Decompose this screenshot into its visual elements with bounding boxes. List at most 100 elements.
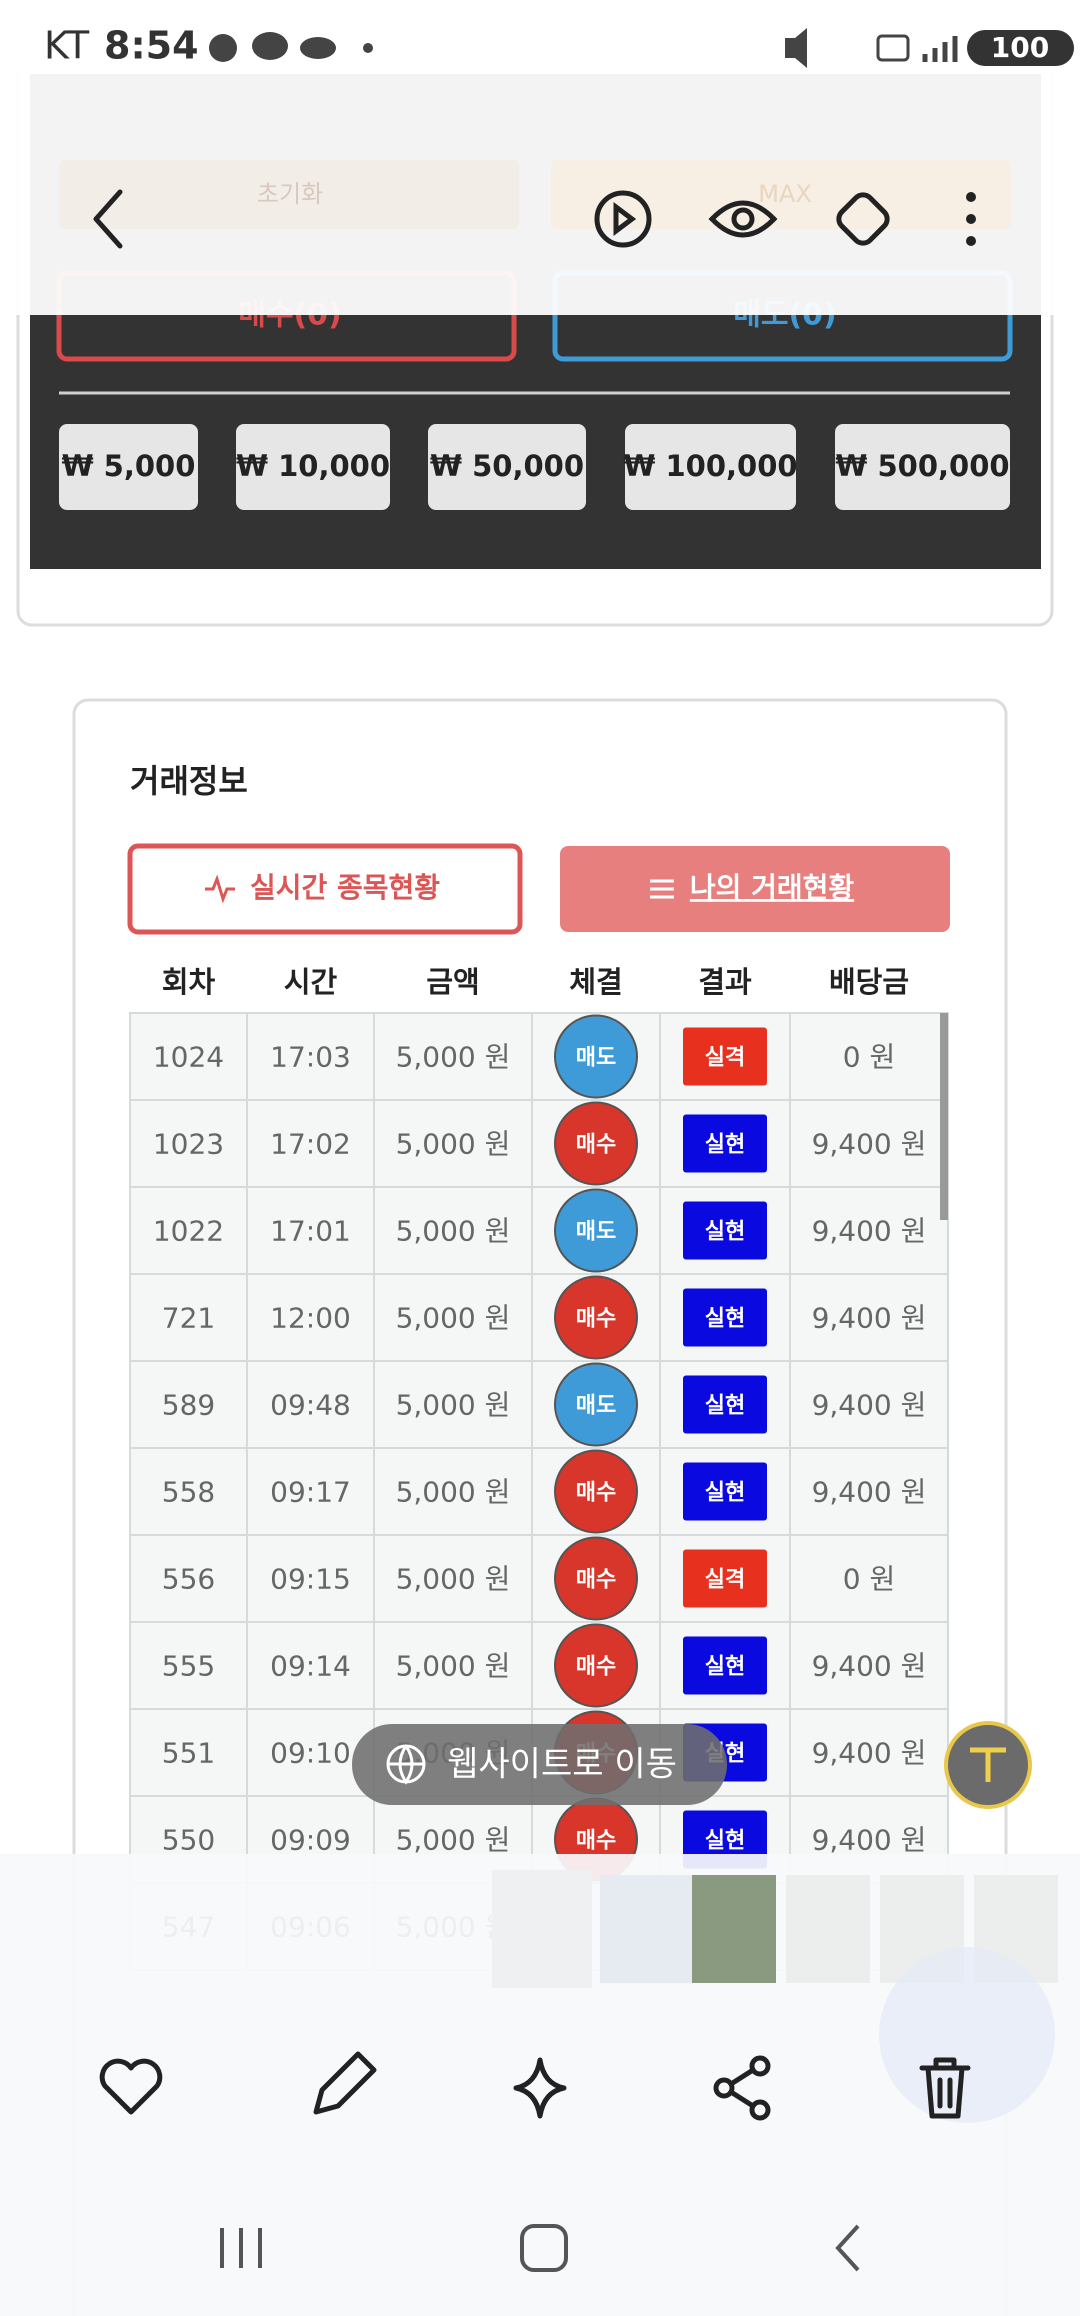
table-cell [129,1186,248,1275]
table-cell [246,1012,375,1101]
tab-icon [650,879,674,899]
cell-text: 551 [162,1737,215,1770]
more-dot [966,236,976,246]
column-header: 배당금 [829,965,909,999]
amount-buttons: ₩ 5,000 ₩ 10,000 ₩ 50,000 ₩ 100,000 ₩ 500,00… [59,424,1010,510]
cell-text: 555 [162,1650,215,1683]
recents-button[interactable] [220,2228,262,2268]
side-label: 매도 [576,1046,616,1071]
column-header: 체결 [569,965,622,999]
side-badge [554,1362,638,1447]
cell-text: 589 [162,1389,215,1422]
thumbnail[interactable] [786,1875,870,1983]
amount-label: ₩ 100,000 [623,449,797,483]
cell-text: 5,000 원 [396,1476,511,1509]
amount-button[interactable] [428,424,586,510]
side-badge [554,1188,638,1273]
side-label: 매도 [576,1394,616,1419]
cell-text: 5,000 원 [396,1650,511,1683]
thumbnail[interactable] [492,1870,592,1988]
chat-bubble [879,1947,1055,2123]
share-button [713,2077,735,2099]
column-header: 시간 [284,965,338,999]
share-button [728,2067,756,2109]
cell-text: 550 [162,1824,215,1857]
result-label: 실격 [705,1046,745,1071]
status-icon [209,34,237,62]
cell-text: 0 원 [843,1041,895,1074]
nav-back-button[interactable] [835,2224,860,2272]
cell-text: 556 [162,1563,215,1596]
side-label: 매수 [576,1829,616,1854]
side-label: 매수 [576,1133,616,1158]
result-badge [683,1462,767,1521]
more-dot[interactable] [966,192,976,202]
amount-label: ₩ 10,000 [236,449,390,483]
side-badge [554,1536,638,1621]
cell-text: 721 [162,1302,215,1335]
side-label: 매수 [576,1655,616,1680]
battery-level: 100 [991,31,1049,64]
section-title: 거래정보 [130,762,248,800]
table-cell [789,1360,949,1449]
cell-text: 5,000 원 [396,1215,511,1248]
side-label: 매수 [576,1481,616,1506]
amount-button[interactable] [625,424,796,510]
cell-text: 9,400 원 [812,1650,927,1683]
table-cell [129,1708,248,1797]
cell-text: 09:10 [270,1737,351,1770]
share-button[interactable] [749,2055,771,2077]
cell-text: 5,000 원 [396,1041,511,1074]
amount-button[interactable] [835,424,1010,510]
clock: 8:54 [104,24,199,68]
cell-text: 5,000 원 [396,1128,511,1161]
play-icon[interactable] [594,190,652,248]
home-button[interactable] [520,2224,568,2272]
cell-text: 12:00 [270,1302,351,1335]
cell-text: 9,400 원 [812,1128,927,1161]
table-cell [373,1012,533,1101]
mute-icon [785,28,807,68]
thumbnail[interactable] [600,1875,696,1983]
column-header: 결과 [698,965,752,999]
cell-text: 0 원 [843,1563,895,1596]
amount-button[interactable] [236,424,390,510]
favorite-button[interactable] [99,2058,163,2115]
ai-button[interactable] [513,2057,567,2119]
signal-icon [922,36,958,62]
result-badge [683,1114,767,1173]
delete-button[interactable] [919,2057,971,2119]
result-label: 실현 [705,1133,745,1158]
hd-icon [876,34,910,62]
table-cell [789,1012,949,1101]
edit-button[interactable] [313,2051,377,2115]
back-button[interactable] [93,189,123,249]
thumbnail[interactable] [692,1875,776,1983]
view-icon [731,207,755,231]
rotate-icon[interactable] [835,191,892,248]
amount-button[interactable] [59,424,198,510]
share-button [749,2099,771,2121]
table-cell [789,1534,949,1623]
side-badge [554,1623,638,1708]
cell-text: 9,400 원 [812,1737,927,1770]
tab-realtime[interactable] [127,843,523,935]
table-cell [789,1621,949,1710]
battery [967,30,1074,66]
website-pill[interactable] [352,1724,727,1805]
more-dot [966,214,976,224]
cell-text: 17:02 [270,1128,351,1161]
table-cell [246,1447,375,1536]
result-badge [683,1636,767,1695]
result-label: 실현 [705,1307,745,1332]
tab-mine[interactable] [560,846,950,932]
result-label: 실격 [705,1568,745,1593]
tab-label: 실시간 종목현황 [250,871,440,904]
cell-text: 5,000 원 [396,1563,511,1596]
table-cell [246,1273,375,1362]
table-cell [246,1621,375,1710]
cell-text: 9,400 원 [812,1476,927,1509]
view-icon[interactable] [708,200,778,238]
